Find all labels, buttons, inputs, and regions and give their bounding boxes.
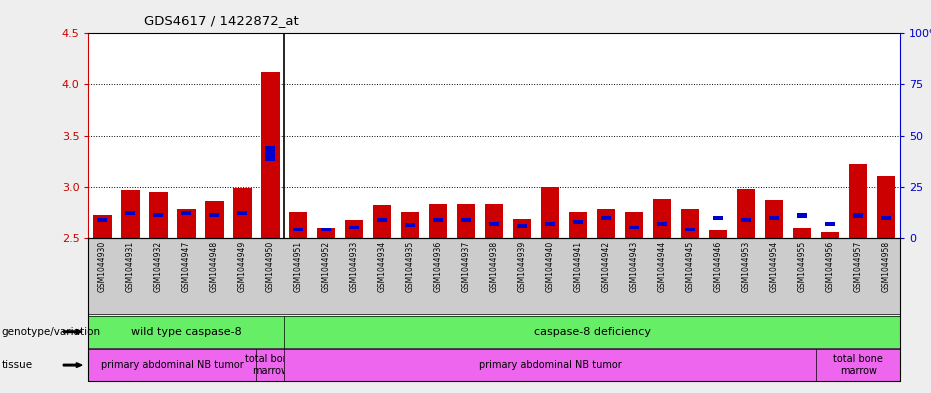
Bar [598, 209, 615, 238]
Bar [573, 220, 584, 224]
Text: primary abdominal NB tumor: primary abdominal NB tumor [101, 360, 244, 370]
Bar [182, 211, 192, 215]
Bar [121, 190, 140, 238]
Bar [429, 204, 448, 238]
Text: total bone
marrow: total bone marrow [833, 354, 884, 376]
Bar [349, 226, 359, 229]
Bar [709, 230, 727, 238]
Bar [546, 222, 556, 226]
Text: wild type caspase-8: wild type caspase-8 [131, 327, 242, 337]
Text: tissue: tissue [2, 360, 33, 370]
Bar [685, 228, 695, 231]
Bar [457, 204, 476, 238]
Bar [854, 213, 863, 219]
Bar [377, 219, 387, 222]
Bar [629, 226, 640, 229]
Bar [405, 223, 415, 226]
Bar [713, 216, 723, 220]
Bar [262, 72, 279, 238]
Bar [237, 211, 248, 215]
Bar [797, 213, 807, 219]
Bar [541, 187, 560, 238]
Bar [825, 222, 835, 226]
Bar [626, 212, 643, 238]
Bar [290, 212, 307, 238]
Text: primary abdominal NB tumor: primary abdominal NB tumor [479, 360, 622, 370]
Bar [654, 199, 671, 238]
Bar [737, 189, 755, 238]
Bar [821, 231, 840, 238]
Bar [490, 222, 499, 226]
Bar [513, 219, 532, 238]
Bar [681, 209, 699, 238]
Bar [98, 219, 107, 222]
Bar [462, 219, 471, 222]
Bar [93, 215, 112, 238]
Bar [149, 192, 168, 238]
Bar [741, 219, 751, 222]
Bar [569, 212, 587, 238]
Bar [769, 216, 779, 220]
Bar [877, 176, 896, 238]
Bar [345, 220, 363, 238]
Bar [154, 213, 164, 217]
Bar [601, 216, 612, 220]
Text: GDS4617 / 1422872_at: GDS4617 / 1422872_at [144, 14, 299, 27]
Bar [518, 224, 527, 228]
Bar [657, 222, 668, 226]
Text: caspase-8 deficiency: caspase-8 deficiency [533, 327, 651, 337]
Bar [849, 164, 868, 238]
Bar [234, 188, 251, 238]
Bar [126, 211, 135, 215]
Bar [265, 146, 276, 161]
Bar [206, 201, 223, 238]
Bar [209, 213, 220, 217]
Bar [433, 219, 443, 222]
Bar [177, 209, 196, 238]
Bar [373, 205, 391, 238]
Bar [293, 228, 304, 231]
Bar [317, 228, 335, 238]
Bar [793, 228, 812, 238]
Text: total bone
marrow: total bone marrow [246, 354, 295, 376]
Text: genotype/variation: genotype/variation [2, 327, 101, 337]
Bar [321, 228, 331, 231]
Bar [401, 212, 420, 238]
Bar [485, 204, 504, 238]
Bar [765, 200, 783, 238]
Bar [882, 216, 891, 220]
